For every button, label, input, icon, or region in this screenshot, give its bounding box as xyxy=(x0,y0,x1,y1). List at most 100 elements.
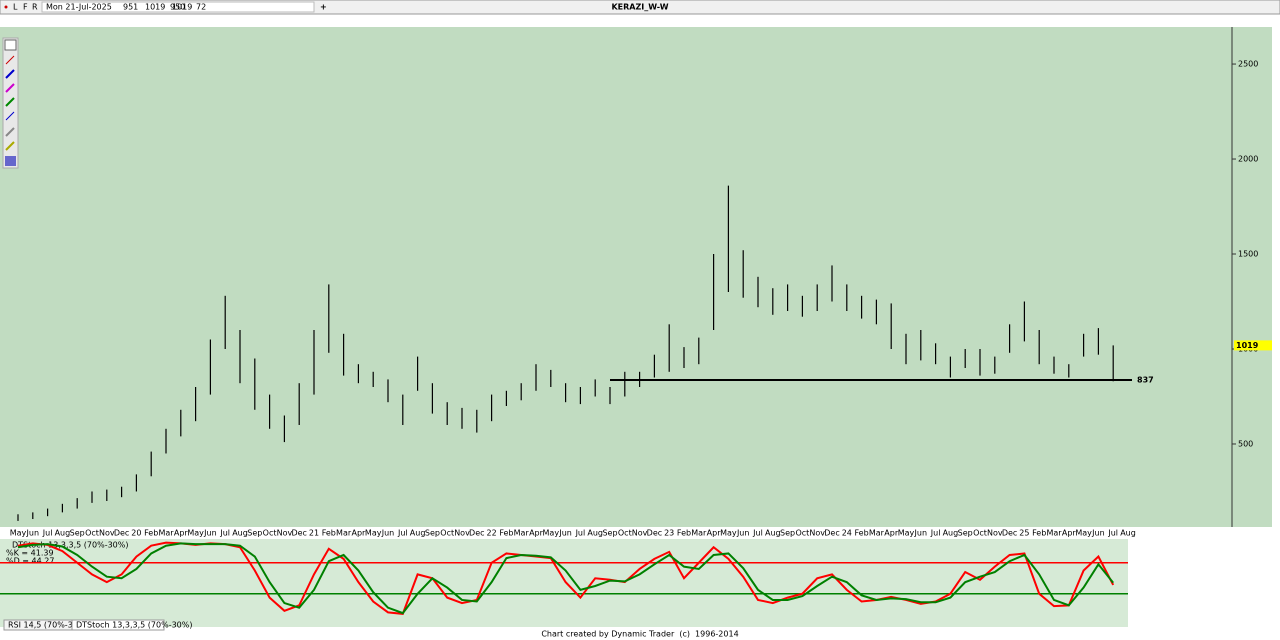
quote-close: 1019 xyxy=(172,3,192,12)
x-tick-label: Jul xyxy=(42,529,53,538)
x-tick-label: May xyxy=(10,529,27,538)
footer: Chart created by Dynamic Trader (c) 1996… xyxy=(541,630,738,639)
price-pane xyxy=(0,27,1232,527)
quote-open: 951 xyxy=(123,3,138,12)
quote-low: 950 xyxy=(170,3,185,12)
x-tick-label: Dec xyxy=(824,529,839,538)
tool-icon[interactable] xyxy=(5,55,15,65)
x-tick-label: May xyxy=(365,529,382,538)
x-tick-label: Aug xyxy=(410,529,426,538)
stoch-pane xyxy=(0,539,1128,627)
x-tick-label: Sep xyxy=(602,529,617,538)
x-tick-label: Apr xyxy=(174,529,189,538)
stoch-readout: %K = 41.39 xyxy=(6,549,54,558)
toolbar-button[interactable]: F xyxy=(23,3,28,12)
tool-icon[interactable] xyxy=(5,83,15,93)
x-tick-label: Mar xyxy=(514,529,530,538)
tool-icon[interactable] xyxy=(5,97,15,107)
x-tick-label: Sep xyxy=(70,529,85,538)
x-tick-label: Nov xyxy=(809,529,825,538)
tool-icon[interactable] xyxy=(5,141,15,151)
x-tick-label: Oct xyxy=(263,529,277,538)
tool-icon[interactable] xyxy=(5,69,15,79)
stoch-line xyxy=(17,542,1114,615)
tool-icon[interactable] xyxy=(5,111,15,121)
x-tick-label: May xyxy=(187,529,204,538)
x-tick-label: Nov xyxy=(277,529,293,538)
toolbar-dot xyxy=(4,5,8,9)
quote-date: Mon 21-Jul-2025 xyxy=(46,3,112,12)
x-tick-label: Mar xyxy=(691,529,707,538)
x-tick-label: 24 xyxy=(842,529,852,538)
x-tick-label: Apr xyxy=(529,529,544,538)
x-tick-label: Apr xyxy=(707,529,722,538)
y-tick-label: 1500 xyxy=(1238,250,1258,259)
x-tick-label: Sep xyxy=(425,529,440,538)
stoch-title: DTStoch 13,3,3,5 (70%-30%) xyxy=(12,541,128,550)
x-tick-label: Oct xyxy=(440,529,454,538)
x-tick-label: May xyxy=(898,529,915,538)
price-axis-area xyxy=(1232,27,1272,527)
x-tick-label: Aug xyxy=(55,529,71,538)
x-tick-label: Aug xyxy=(943,529,959,538)
x-tick-label: Feb xyxy=(144,529,158,538)
tool-icon[interactable] xyxy=(4,39,17,51)
tab-label[interactable]: RSI 14,5 (70%-30%) xyxy=(8,621,89,630)
x-tick-label: Oct xyxy=(973,529,987,538)
x-tick-label: Jun xyxy=(558,529,572,538)
toolbar-button[interactable]: L xyxy=(13,3,18,12)
quote-field xyxy=(41,1,315,13)
x-tick-label: 22 xyxy=(487,529,497,538)
add-button[interactable]: + xyxy=(320,3,327,12)
tab-label[interactable]: DTStoch 13,3,3,5 (70%-30%) xyxy=(76,621,192,630)
x-tick-label: Aug xyxy=(587,529,603,538)
x-tick-label: Nov xyxy=(987,529,1003,538)
x-tick-label: Feb xyxy=(855,529,869,538)
x-tick-label: Jun xyxy=(203,529,217,538)
x-tick-label: Feb xyxy=(677,529,691,538)
x-tick-label: Jun xyxy=(914,529,928,538)
x-tick-label: Mar xyxy=(158,529,174,538)
x-tick-label: May xyxy=(543,529,560,538)
x-tick-label: Jun xyxy=(1091,529,1105,538)
x-tick-label: Jul xyxy=(1107,529,1118,538)
x-tick-label: Apr xyxy=(884,529,899,538)
x-tick-label: Nov xyxy=(632,529,648,538)
x-tick-label: Jul xyxy=(575,529,586,538)
x-tick-label: Mar xyxy=(869,529,885,538)
x-tick-label: Feb xyxy=(1032,529,1046,538)
x-tick-label: Nov xyxy=(99,529,115,538)
x-tick-label: Jun xyxy=(736,529,750,538)
x-tick-label: May xyxy=(1075,529,1092,538)
y-tick-label: 2500 xyxy=(1238,60,1258,69)
x-tick-label: Dec xyxy=(291,529,306,538)
x-tick-label: Sep xyxy=(958,529,973,538)
last-price-label: 1019 xyxy=(1236,341,1259,350)
x-tick-label: Aug xyxy=(232,529,248,538)
x-tick-label: Aug xyxy=(765,529,781,538)
x-tick-label: Aug xyxy=(1120,529,1136,538)
toolbar-button[interactable]: R xyxy=(32,3,38,12)
x-tick-label: Jul xyxy=(752,529,763,538)
x-tick-label: Mar xyxy=(336,529,352,538)
tab[interactable] xyxy=(71,619,165,631)
x-tick-label: 23 xyxy=(664,529,674,538)
drawing-tools xyxy=(2,37,19,169)
x-tick-label: Dec xyxy=(1002,529,1017,538)
x-tick-label: Sep xyxy=(247,529,262,538)
x-tick-label: Jul xyxy=(397,529,408,538)
x-tick-label: Dec xyxy=(469,529,484,538)
x-tick-label: Jul xyxy=(930,529,941,538)
tool-icon[interactable] xyxy=(5,156,16,166)
x-tick-label: 25 xyxy=(1019,529,1029,538)
x-tick-label: Oct xyxy=(795,529,809,538)
stoch-readout: %D = 44.27 xyxy=(6,557,54,566)
tool-icon[interactable] xyxy=(5,127,15,137)
x-tick-label: Feb xyxy=(322,529,336,538)
y-tick-label: 2000 xyxy=(1238,155,1258,164)
x-tick-label: 21 xyxy=(309,529,319,538)
last-price-box xyxy=(1234,340,1272,351)
x-tick-label: Nov xyxy=(454,529,470,538)
x-tick-label: Jun xyxy=(26,529,40,538)
